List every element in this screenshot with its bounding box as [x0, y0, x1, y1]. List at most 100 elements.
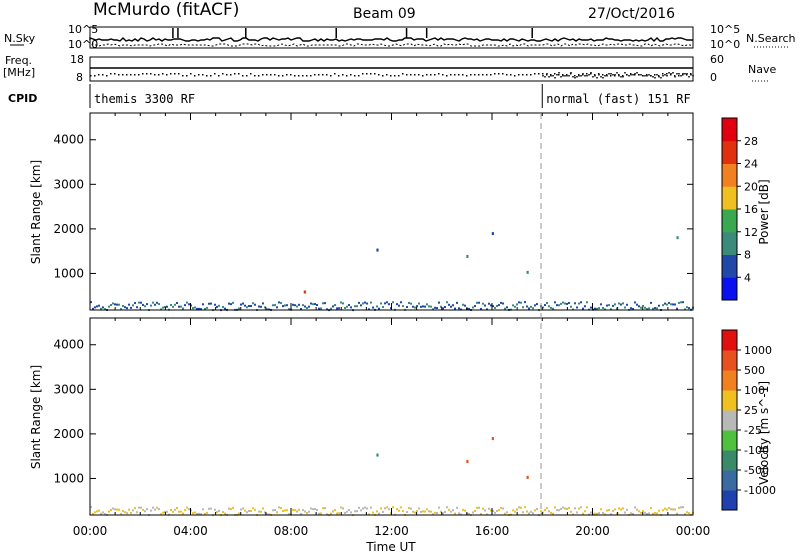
power-cell — [676, 307, 678, 310]
power-cell — [546, 301, 548, 304]
velocity-cell — [294, 509, 296, 512]
velocity-cell — [336, 512, 338, 515]
power-cell — [642, 304, 644, 307]
velocity-cell — [118, 508, 120, 511]
velocity-cell — [416, 510, 418, 513]
power-cell — [312, 303, 314, 306]
power-cell — [412, 305, 414, 308]
nave-dot — [450, 74, 452, 76]
nave-dot — [218, 75, 220, 77]
power-cell — [142, 303, 144, 306]
velocity-cell — [642, 509, 644, 512]
nave-dot — [522, 74, 524, 76]
velocity-cell — [308, 510, 310, 513]
nsearch-label: N.Search — [746, 32, 796, 45]
velocity-cell — [512, 509, 514, 512]
power-cell — [602, 306, 604, 309]
velocity-cell — [370, 506, 372, 509]
velocity-cell — [280, 507, 282, 510]
velocity-cell — [124, 511, 126, 514]
velocity-cell — [422, 510, 424, 513]
power-cell — [552, 307, 554, 310]
velocity-cell — [632, 513, 634, 516]
power-cell — [162, 306, 164, 309]
velocity-cell — [598, 512, 600, 515]
velocity-cell — [200, 513, 202, 516]
velocity-cell — [250, 510, 252, 513]
power-cell — [580, 301, 582, 304]
nave-dot — [398, 75, 400, 77]
nave-dot — [630, 73, 632, 75]
colorbar-swatch — [722, 186, 737, 210]
velocity-cell — [626, 508, 628, 511]
power-cell — [558, 304, 560, 307]
colorbar-swatch — [722, 390, 737, 411]
velocity-cell — [144, 510, 146, 513]
nave-dot — [266, 74, 268, 76]
velocity-cell — [366, 507, 368, 510]
nave-dot — [162, 73, 164, 75]
power-cell — [314, 303, 316, 306]
velocity-cell — [612, 509, 614, 512]
velocity-cell — [532, 512, 534, 515]
nave-dot — [592, 76, 594, 78]
power-cell — [576, 306, 578, 309]
power-cell — [448, 303, 450, 306]
power-cell — [266, 308, 268, 311]
power-cell — [614, 303, 616, 306]
power-cell — [120, 308, 122, 311]
velocity-cell — [364, 506, 366, 509]
nave-dot — [624, 72, 626, 74]
power-cell — [278, 301, 280, 304]
nave-dot — [482, 74, 484, 76]
velocity-cell — [620, 508, 622, 511]
power-cell — [586, 301, 588, 304]
velocity-cell — [504, 512, 506, 515]
nave-dot — [158, 74, 160, 76]
nave-dot — [282, 75, 284, 77]
power-cell — [124, 306, 126, 309]
power-cell — [484, 304, 486, 307]
velocity-cell — [440, 510, 442, 513]
power-cell — [596, 307, 598, 310]
power-cell — [140, 301, 142, 304]
nave-dot — [514, 75, 516, 77]
velocity-cell — [550, 511, 552, 514]
velocity-cell — [652, 512, 654, 515]
velocity-cell — [110, 509, 112, 512]
velocity-cell — [320, 512, 322, 515]
velocity-heatmap — [90, 437, 694, 517]
velocity-cell — [614, 508, 616, 511]
velocity-cell — [322, 507, 324, 510]
nave-dot — [692, 75, 694, 77]
velocity-cell — [636, 508, 638, 511]
velocity-cell — [94, 511, 96, 514]
xtick-label: 12:00 — [374, 524, 409, 538]
nave-dot — [102, 74, 104, 76]
nave-dot — [438, 73, 440, 75]
velocity-cell — [544, 509, 546, 512]
nsearch-trace — [89, 43, 694, 47]
velocity-cell — [524, 506, 526, 509]
nave-dot — [618, 75, 620, 77]
power-cell — [228, 302, 230, 305]
velocity-cell — [102, 511, 104, 514]
power-cell — [248, 304, 250, 307]
xtick-label: 16:00 — [475, 524, 510, 538]
velocity-colorbar: 1000 500 100 25 -25 -100 -500 -1000 — [721, 329, 776, 511]
velocity-cell — [206, 511, 208, 514]
nave-dot — [644, 75, 646, 77]
power-cell — [368, 308, 370, 311]
velocity-cell — [672, 508, 674, 511]
power-cell — [322, 302, 324, 305]
velocity-cell — [424, 510, 426, 513]
nsearch-bottom-tick: 10^0 — [710, 38, 740, 51]
power-cell — [274, 304, 276, 307]
colorbar-frame — [721, 329, 738, 511]
velocity-cell — [438, 506, 440, 509]
nave-dot — [286, 74, 288, 76]
power-cell — [524, 301, 526, 304]
power-panel-frame — [89, 112, 694, 311]
velocity-cell — [196, 512, 198, 515]
velocity-cell — [500, 506, 502, 509]
